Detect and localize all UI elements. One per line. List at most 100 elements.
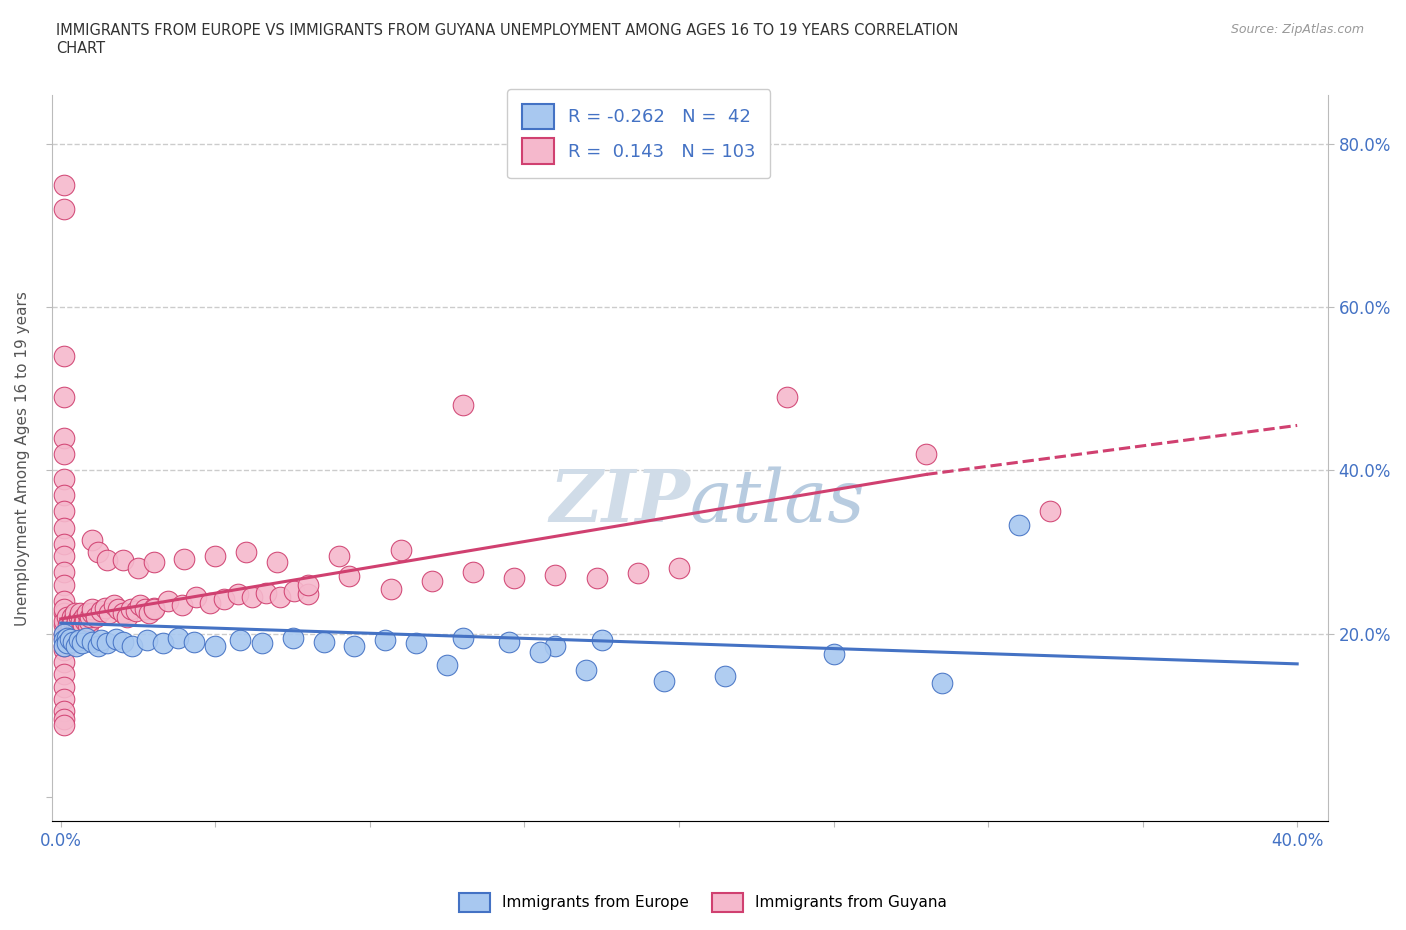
Point [451,631,474,645]
Point [60,610,83,625]
Point [152,636,174,651]
Point [111,634,134,649]
Point [52,667,75,682]
Point [94,600,117,615]
Point [52,177,75,192]
Point [96,552,118,567]
Point [80,634,103,649]
Point [67,632,90,647]
Point [58,622,80,637]
Point [52,692,75,707]
Point [56,610,79,625]
Point [668,561,690,576]
Point [1008,518,1031,533]
Point [52,504,75,519]
Point [312,634,335,649]
Point [52,643,75,658]
Point [52,632,75,647]
Text: ZIP: ZIP [548,466,690,538]
Point [84,610,107,625]
Point [69,605,91,620]
Point [52,472,75,486]
Y-axis label: Unemployment Among Ages 16 to 19 years: Unemployment Among Ages 16 to 19 years [15,291,30,626]
Point [374,632,396,647]
Point [170,598,193,613]
Point [52,655,75,670]
Point [380,581,402,596]
Point [575,663,598,678]
Point [105,632,128,647]
Legend: R = -0.262   N =  42, R =  0.143   N = 103: R = -0.262 N = 42, R = 0.143 N = 103 [508,89,770,179]
Point [184,590,207,604]
Point [120,602,142,617]
Point [75,631,97,645]
Point [134,602,156,617]
Point [52,487,75,502]
Legend: Immigrants from Europe, Immigrants from Guyana: Immigrants from Europe, Immigrants from … [453,887,953,918]
Point [627,565,650,580]
Point [90,604,112,618]
Point [591,632,613,647]
Point [52,704,75,719]
Point [235,545,257,560]
Point [56,631,79,645]
Point [297,578,319,592]
Point [52,446,75,461]
Point [52,390,75,405]
Point [65,639,87,654]
Point [52,639,75,654]
Point [52,605,75,620]
Point [52,431,75,445]
Point [52,349,75,364]
Point [80,605,103,620]
Point [115,610,138,625]
Point [173,551,195,566]
Point [125,604,148,618]
Point [87,545,110,560]
Point [544,639,567,654]
Text: atlas: atlas [690,467,865,537]
Point [254,585,277,600]
Point [76,605,98,620]
Point [226,587,249,602]
Point [337,569,360,584]
Point [652,673,675,688]
Point [915,446,938,461]
Point [281,631,304,645]
Point [80,532,103,547]
Point [62,614,84,629]
Point [451,397,474,412]
Point [52,578,75,592]
Point [52,520,75,535]
Point [52,631,75,645]
Point [212,591,235,606]
Point [127,561,149,576]
Point [204,549,226,564]
Point [269,590,291,604]
Point [75,614,97,629]
Point [142,602,165,617]
Point [52,537,75,551]
Point [52,626,75,641]
Point [52,549,75,564]
Point [297,587,319,602]
Point [461,565,484,580]
Point [52,565,75,580]
Point [52,614,75,629]
Point [111,605,134,620]
Point [136,632,159,647]
Point [72,636,94,651]
Text: IMMIGRANTS FROM EUROPE VS IMMIGRANTS FROM GUYANA UNEMPLOYMENT AMONG AGES 16 TO 1: IMMIGRANTS FROM EUROPE VS IMMIGRANTS FRO… [56,23,959,56]
Point [142,600,165,615]
Point [79,610,101,625]
Point [585,571,607,586]
Point [436,658,458,672]
Point [52,618,75,633]
Point [52,593,75,608]
Point [59,618,82,633]
Point [121,639,143,654]
Point [714,669,737,684]
Point [65,618,87,633]
Point [63,605,86,620]
Point [103,598,125,613]
